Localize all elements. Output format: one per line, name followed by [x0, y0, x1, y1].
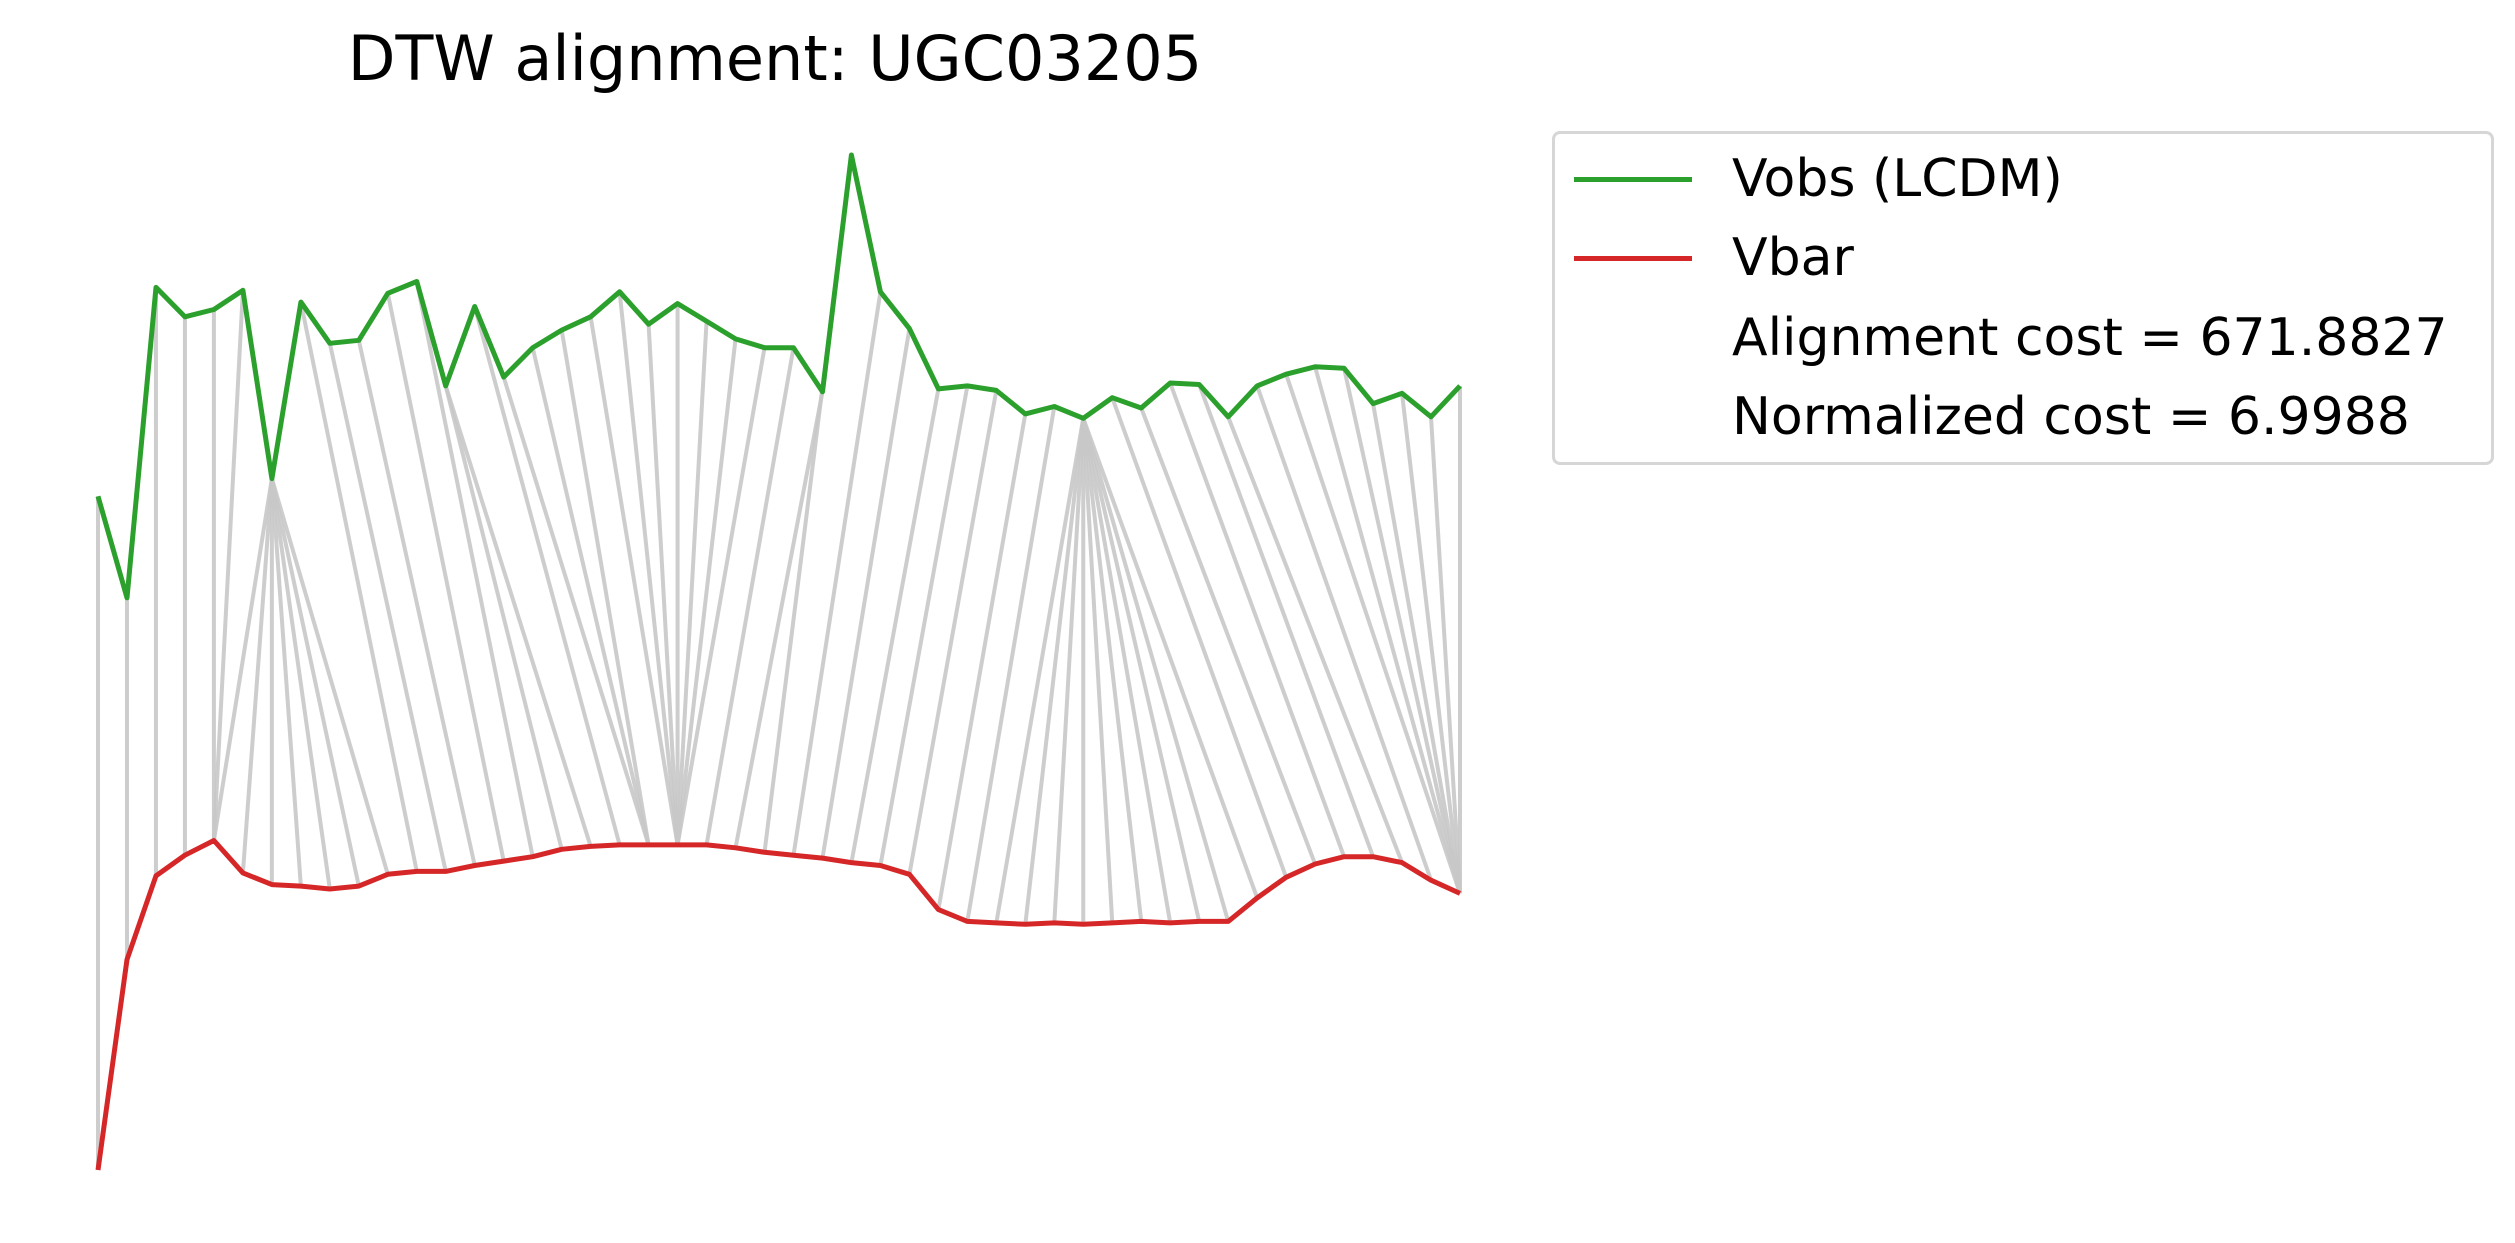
alignment-connector	[675, 347, 767, 846]
alignment-connector	[1226, 416, 1404, 864]
legend-item-vobs: Vobs (LCDM)	[1555, 149, 2063, 209]
alignment-connector	[414, 281, 535, 858]
alignment-connector	[1110, 397, 1289, 878]
alignment-connectors	[96, 154, 1462, 1170]
alignment-connector	[994, 417, 1086, 924]
alignment-connector	[1255, 385, 1433, 881]
alignment-connector	[1168, 382, 1346, 858]
alignment-connector	[1342, 367, 1462, 894]
alignment-connector	[269, 478, 361, 887]
alignment-connector	[675, 321, 709, 846]
legend-item-alignment-cost: Alignment cost = 671.8827	[1555, 308, 2448, 368]
alignment-connector	[1284, 373, 1462, 895]
alignment-connector	[733, 391, 825, 849]
alignment-connector	[501, 376, 651, 846]
chart-title: DTW alignment: UGC03205	[348, 22, 1202, 95]
alignment-connector	[1052, 418, 1086, 923]
legend-normalized-cost: Normalized cost = 6.9988	[1732, 387, 2410, 447]
legend-swatch-vbar	[1574, 255, 1692, 261]
alignment-connector	[820, 328, 912, 859]
alignment-connector	[617, 291, 680, 846]
alignment-connector	[269, 478, 390, 875]
alignment-connector	[1313, 366, 1462, 894]
alignment-connector	[1081, 418, 1115, 923]
legend: Vobs (LCDM) Vbar Alignment cost = 671.88…	[1552, 131, 2494, 465]
alignment-connector	[588, 316, 680, 846]
alignment-connector	[211, 290, 245, 841]
alignment-connector	[1429, 416, 1462, 894]
alignment-connector	[530, 347, 651, 846]
legend-item-vbar: Vbar	[1555, 228, 1854, 288]
alignment-connector	[1081, 417, 1202, 922]
alignment-connector	[675, 338, 738, 846]
alignment-connector	[269, 478, 332, 890]
alignment-connector	[1371, 403, 1462, 894]
legend-label-vobs: Vobs (LCDM)	[1732, 149, 2063, 209]
alignment-connector	[327, 342, 448, 872]
legend-item-normalized-cost: Normalized cost = 6.9988	[1555, 387, 2410, 447]
alignment-connector	[878, 385, 970, 866]
alignment-connector	[791, 291, 883, 856]
alignment-connector	[704, 347, 796, 846]
alignment-connector	[269, 478, 303, 887]
alignment-connector	[1081, 417, 1231, 922]
alignment-connector	[1081, 417, 1173, 924]
alignment-connector	[1081, 417, 1260, 899]
legend-swatch-vobs	[1574, 176, 1692, 182]
alignment-connector	[646, 324, 680, 846]
alignment-connector	[385, 292, 506, 862]
alignment-connector	[1139, 407, 1317, 865]
alignment-connector	[356, 339, 477, 866]
alignment-connector	[907, 390, 999, 875]
alignment-connector	[240, 478, 274, 874]
alignment-connector	[849, 388, 941, 863]
legend-alignment-cost: Alignment cost = 671.8827	[1732, 308, 2448, 368]
alignment-connector	[443, 385, 564, 850]
alignment-connector	[1081, 418, 1144, 922]
series-line-vobs	[95, 152, 1462, 601]
alignment-connector	[472, 305, 622, 846]
alignment-connector	[1400, 393, 1462, 894]
alignment-connector	[965, 406, 1057, 922]
legend-label-vbar: Vbar	[1732, 228, 1854, 288]
alignment-connector	[211, 478, 274, 841]
alignment-connector	[298, 301, 419, 872]
alignment-connector	[443, 385, 593, 847]
series-lines	[95, 152, 1462, 1171]
series-line-vbar	[95, 838, 1462, 1171]
alignment-connector	[1197, 383, 1375, 858]
alignment-connector	[936, 413, 1028, 910]
alignment-connector	[559, 329, 651, 846]
alignment-connector	[1023, 418, 1086, 925]
